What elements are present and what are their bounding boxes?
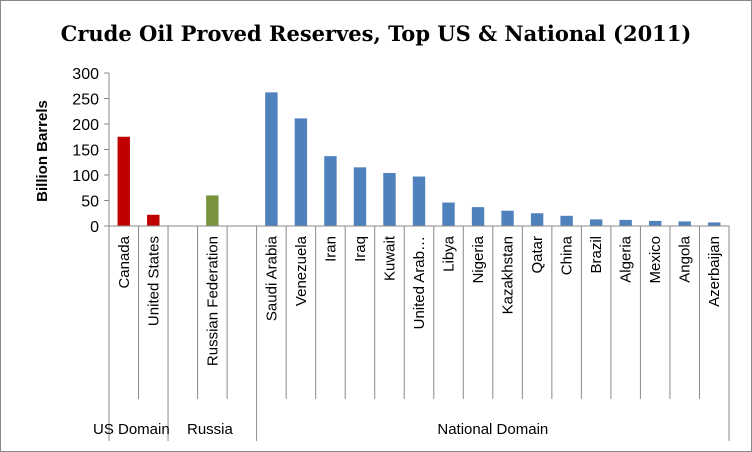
bar [353, 167, 367, 226]
x-tick-label: Kazakhstan [500, 236, 517, 314]
y-tick-label: 100 [72, 168, 99, 185]
x-tick-label: Nigeria [470, 235, 487, 283]
x-tick-label: Venezuela [293, 235, 310, 306]
bar [412, 176, 426, 226]
bar [708, 222, 721, 226]
group-label: National Domain [437, 421, 548, 438]
x-tick-label: Iraq [352, 236, 369, 262]
x-tick-label: Mexico [647, 236, 664, 284]
bar [442, 202, 455, 226]
x-tick-label: Angola [677, 235, 694, 282]
y-tick-label: 200 [72, 117, 99, 134]
x-tick-label: Brazil [588, 236, 605, 274]
x-tick-label: United States [145, 236, 162, 326]
x-tick-label: Iran [322, 236, 339, 262]
bar [147, 214, 160, 226]
group-label: Russia [187, 421, 234, 438]
bar [471, 207, 485, 226]
y-axis: 0 50 100 150 200 250 300 [72, 66, 110, 236]
x-tick-label: Algeria [618, 235, 635, 282]
x-tick-label: Canada [116, 235, 133, 288]
bar [294, 118, 308, 226]
bars [117, 92, 721, 226]
x-axis: Canada United States Russian Federation Sau… [93, 225, 730, 441]
bar [117, 136, 130, 226]
bar [560, 215, 573, 226]
bar [265, 92, 278, 226]
bar [619, 219, 632, 226]
bar [501, 210, 514, 226]
chart-title: Crude Oil Proved Reserves, Top US & Nati… [61, 21, 692, 46]
bar [383, 172, 396, 226]
bar [648, 220, 662, 226]
x-tick-label: Azerbaijan [706, 236, 723, 307]
bar [530, 213, 544, 226]
bar [206, 195, 219, 226]
y-tick-label: 150 [72, 143, 99, 160]
x-tick-label: Qatar [529, 236, 546, 274]
x-tick-label: United Arab… [411, 236, 428, 329]
y-tick-label: 0 [90, 219, 99, 236]
x-tick-label: Russian Federation [204, 236, 221, 366]
x-tick-label: China [559, 235, 576, 275]
x-tick-label: Saudi Arabia [263, 235, 280, 321]
y-axis-label: Billion Barrels [34, 100, 51, 202]
y-tick-label: 300 [72, 66, 99, 83]
group-label: US Domain [93, 421, 170, 438]
bar [589, 219, 603, 226]
bar [678, 221, 691, 226]
bar [324, 156, 337, 226]
x-tick-label: Libya [441, 235, 458, 272]
y-tick-label: 50 [81, 194, 99, 211]
x-tick-label: Kuwait [381, 235, 398, 281]
y-tick-label: 250 [72, 92, 99, 109]
